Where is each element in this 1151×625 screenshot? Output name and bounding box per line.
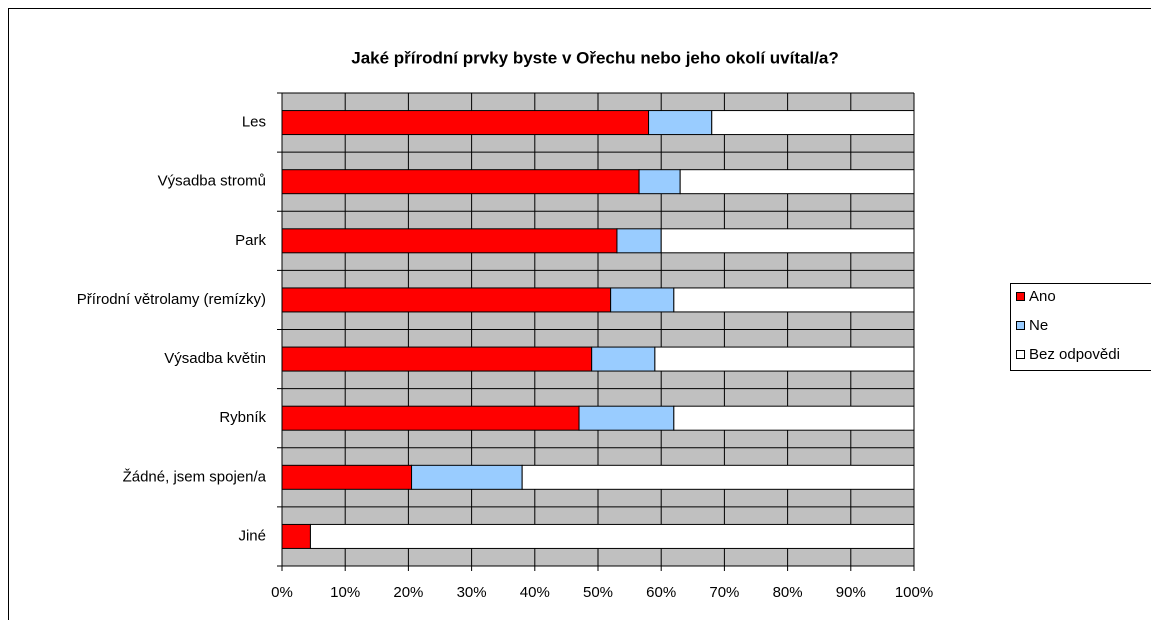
bar-segment <box>649 111 712 135</box>
x-tick-label: 50% <box>583 584 613 601</box>
x-tick-label: 20% <box>393 584 423 601</box>
legend-label: Ano <box>1029 288 1056 305</box>
bar-segment <box>579 406 674 430</box>
bar-segment <box>674 406 914 430</box>
x-tick-label: 90% <box>836 584 866 601</box>
bar-segment <box>282 524 310 548</box>
bar-segment <box>655 347 914 371</box>
y-tick-label: Výsadba květin <box>164 350 266 367</box>
bar-segment <box>282 229 617 253</box>
bar-segment <box>712 111 914 135</box>
bar-segment <box>282 170 639 194</box>
bar-segment <box>282 347 592 371</box>
x-tick-label: 60% <box>646 584 676 601</box>
y-tick-label: Přírodní větrolamy (remízky) <box>77 291 266 308</box>
y-tick-label: Jiné <box>238 527 266 544</box>
bar-segment <box>661 229 914 253</box>
bar-segment <box>617 229 661 253</box>
bar-segment <box>639 170 680 194</box>
bar-segment <box>282 111 649 135</box>
x-tick-label: 70% <box>709 584 739 601</box>
bar-segment <box>282 288 611 312</box>
y-tick-label: Park <box>235 232 266 249</box>
legend-label: Bez odpovědi <box>1029 346 1120 363</box>
y-tick-label: Výsadba stromů <box>158 173 266 190</box>
bar-segment <box>412 465 523 489</box>
y-tick-label: Les <box>242 114 266 131</box>
y-tick-label: Žádné, jsem spojen/a <box>123 468 267 485</box>
legend-swatch <box>1017 351 1025 359</box>
chart-title: Jaké přírodní prvky byste v Ořechu nebo … <box>351 48 838 67</box>
x-tick-label: 0% <box>271 584 293 601</box>
bar-segment <box>282 465 412 489</box>
x-tick-label: 80% <box>773 584 803 601</box>
x-tick-label: 100% <box>895 584 933 601</box>
legend-label: Ne <box>1029 317 1048 334</box>
y-tick-label: Rybník <box>219 409 266 426</box>
bar-segment <box>310 524 914 548</box>
bar-segment <box>592 347 655 371</box>
legend-swatch <box>1017 293 1025 301</box>
x-tick-label: 40% <box>520 584 550 601</box>
bar-segment <box>282 406 579 430</box>
bar-segment <box>674 288 914 312</box>
legend-swatch <box>1017 322 1025 330</box>
x-tick-label: 30% <box>457 584 487 601</box>
x-tick-label: 10% <box>330 584 360 601</box>
bar-segment <box>522 465 914 489</box>
bar-segment <box>680 170 914 194</box>
bar-segment <box>611 288 674 312</box>
